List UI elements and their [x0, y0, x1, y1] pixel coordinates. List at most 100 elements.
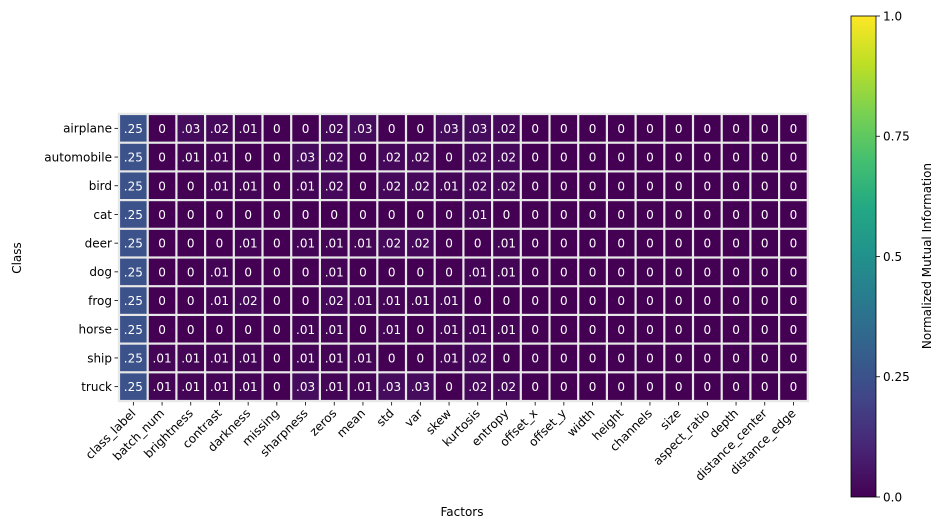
heatmap-cell: [608, 143, 635, 171]
cell-value-label: 0: [646, 323, 654, 337]
cell-value-label: 0: [589, 323, 597, 337]
heatmap-cell: [722, 172, 750, 199]
heatmap-cell: [435, 316, 463, 343]
cell-value-label: .01: [353, 351, 372, 365]
heatmap-cell: [608, 316, 635, 343]
cell-value-label: 0: [589, 122, 597, 136]
cell-value-label: 0: [646, 151, 654, 165]
cell-value-label: 0: [531, 351, 539, 365]
cell-value-label: 0: [531, 208, 539, 222]
heatmap-cell: [120, 229, 147, 257]
heatmap-cell: [694, 143, 721, 171]
heatmap-cell: [349, 143, 377, 171]
heatmap-cell: [694, 258, 721, 286]
heatmap-cell: [120, 201, 147, 228]
heatmap-cell: [148, 316, 176, 343]
cell-value-label: .01: [353, 294, 372, 308]
heatmap-cell: [579, 287, 606, 314]
heatmap-cell: [234, 201, 262, 228]
row-tick-label: automobile: [44, 150, 112, 164]
cell-value-label: 0: [732, 179, 740, 193]
cell-value-label: 0: [560, 294, 568, 308]
cell-value-label: .01: [296, 351, 315, 365]
cell-value-label: .02: [239, 294, 258, 308]
cell-value-label: 0: [273, 122, 281, 136]
heatmap-cell: [521, 143, 549, 171]
heatmap-cell: [550, 373, 578, 400]
heatmap-cell: [177, 316, 204, 343]
heatmap-cell: [694, 172, 721, 199]
cell-value-label: 0: [273, 208, 281, 222]
heatmap-cell: [550, 229, 578, 257]
cell-value-label: .01: [353, 237, 372, 251]
heatmap-cell: [722, 287, 750, 314]
heatmap-cell: [148, 143, 176, 171]
cell-value-label: .01: [325, 351, 344, 365]
heatmap-cell: [177, 258, 204, 286]
cell-value-label: .01: [325, 265, 344, 279]
cell-value-label: 0: [646, 208, 654, 222]
cell-value-label: 0: [531, 380, 539, 394]
heatmap-cell: [464, 344, 491, 372]
cell-value-label: 0: [790, 380, 798, 394]
heatmap-cell: [780, 344, 807, 372]
heatmap-cell: [206, 373, 233, 400]
row-tick-label: truck: [81, 380, 112, 394]
heatmap-cell: [550, 115, 578, 142]
cell-value-label: 0: [675, 179, 683, 193]
heatmap-cell: [751, 172, 778, 199]
x-axis-label: Factors: [441, 505, 484, 519]
cell-value-label: 0: [244, 151, 252, 165]
y-axis-label: Class: [10, 242, 24, 274]
heatmap-cell: [349, 373, 377, 400]
heatmap-cell: [349, 287, 377, 314]
heatmap-cell: [292, 258, 319, 286]
heatmap-cell: [550, 287, 578, 314]
cell-value-label: 0: [589, 351, 597, 365]
cell-value-label: 0: [761, 351, 769, 365]
cell-value-label: 0: [359, 179, 367, 193]
cell-value-label: .25: [124, 265, 143, 279]
cell-value-label: 0: [732, 294, 740, 308]
heatmap-cell: [521, 316, 549, 343]
heatmap-cell: [780, 229, 807, 257]
heatmap-cell: [349, 258, 377, 286]
heatmap-cell: [493, 344, 520, 372]
cell-value-label: 0: [617, 294, 625, 308]
heatmap-cell: [177, 201, 204, 228]
heatmap-cell: [608, 229, 635, 257]
cell-value-label: 0: [560, 323, 568, 337]
heatmap-cell: [407, 344, 434, 372]
cell-value-label: 0: [417, 208, 425, 222]
cell-value-label: .01: [440, 294, 459, 308]
cell-value-label: 0: [761, 265, 769, 279]
cell-value-label: .25: [124, 237, 143, 251]
row-tick-labels: airplane automobile bird cat deer dog frog hors…: [44, 122, 118, 394]
heatmap-cell: [148, 344, 176, 372]
cell-value-label: 0: [617, 151, 625, 165]
heatmap-cell: [579, 344, 606, 372]
heatmap-cell: [234, 258, 262, 286]
heatmap-cell: [521, 201, 549, 228]
heatmap-cell: [321, 229, 348, 257]
cell-value-label: 0: [790, 265, 798, 279]
heatmap-cell: [120, 344, 147, 372]
cell-value-label: .01: [382, 294, 401, 308]
heatmap-cell: [349, 344, 377, 372]
cell-value-label: 0: [704, 208, 712, 222]
colorbar-tick-label: 0.25: [883, 370, 910, 384]
heatmap-cell: [464, 172, 491, 199]
heatmap-cell: [263, 201, 291, 228]
cell-value-label: 0: [273, 351, 281, 365]
heatmap-cell: [378, 344, 405, 372]
heatmap-cell: [636, 229, 664, 257]
heatmap-cell: [493, 229, 520, 257]
cell-value-label: .25: [124, 380, 143, 394]
cell-value-label: 0: [273, 323, 281, 337]
cell-value-label: .01: [239, 380, 258, 394]
cell-value-label: 0: [531, 294, 539, 308]
heatmap-cell: [550, 201, 578, 228]
cell-value-label: 0: [417, 323, 425, 337]
cell-value-label: .02: [382, 179, 401, 193]
colorbar: [850, 15, 877, 498]
